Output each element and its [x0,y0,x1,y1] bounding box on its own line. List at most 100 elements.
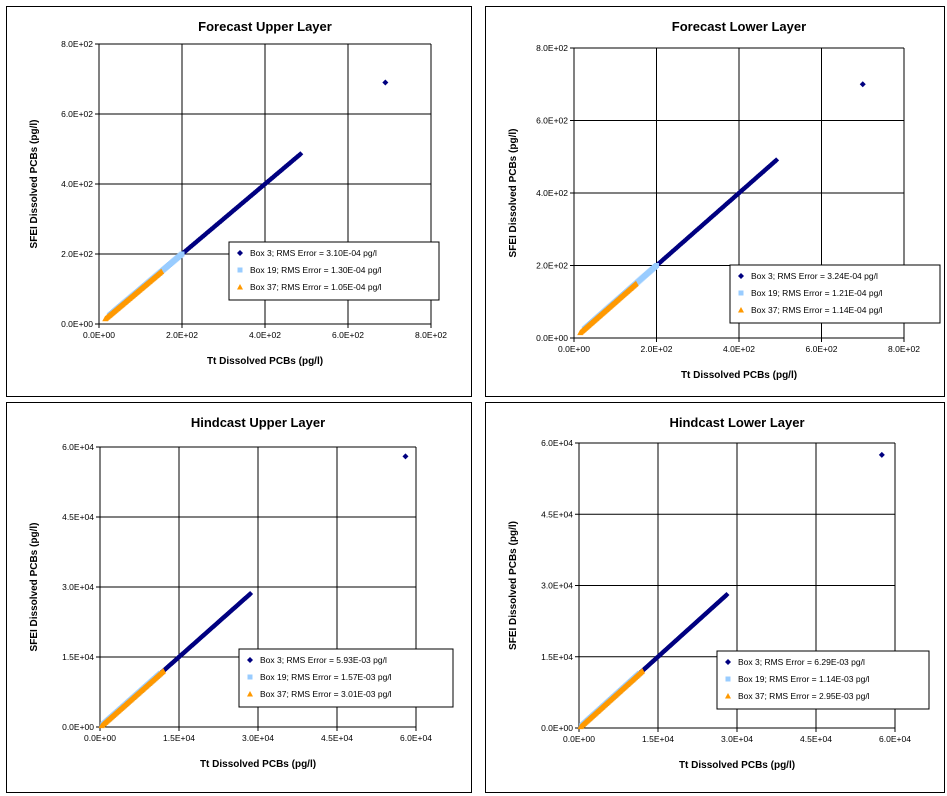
legend-marker [738,273,744,279]
y-tick-label: 3.0E+04 [62,582,94,592]
y-axis-label: SFEI Dissolved PCBs (pg/l) [29,523,40,652]
legend-box [716,650,930,710]
legend: Box 3; RMS Error = 5.93E-03 pg/l Box 19; … [238,648,454,708]
x-tick-label: 4.0E+02 [723,344,755,354]
legend-box [729,264,941,324]
legend: Box 3; RMS Error = 3.10E-04 pg/l Box 19; … [228,241,440,301]
chart-title: Forecast Upper Layer [198,19,332,34]
x-axis-label: Tt Dissolved PCBs (pg/l) [200,759,316,770]
y-tick-label: 6.0E+02 [536,116,568,126]
legend-box [238,648,454,708]
data-point [773,157,780,164]
data-point [632,280,639,287]
legend-marker [725,693,731,699]
chart-hindcast-upper: Hindcast Upper Layer 0.0E+00 0.0E+00 1.5E+0… [6,402,472,793]
chart-svg: Hindcast Lower Layer 0.0E+000.0E+00 1.5E+0… [508,415,930,771]
legend-entry-label: Box 3; RMS Error = 6.29E-03 pg/l [738,657,865,667]
data-point [740,186,747,193]
legend-entry-label: Box 37; RMS Error = 1.14E-04 pg/l [751,305,883,315]
data-point [717,206,724,213]
legend: Box 3; RMS Error = 6.29E-03 pg/l Box 19; … [716,650,930,710]
y-tick-label: 8.0E+02 [61,39,93,49]
chart-hindcast-lower: Hindcast Lower Layer 0.0E+00 0.0E+00 1.5E+0… [485,402,945,793]
series-3 [102,268,165,322]
data-point [663,253,670,260]
data-point-outlier [859,81,866,88]
y-axis-label: SFEI Dissolved PCBs (pg/l) [508,521,519,650]
series-1 [628,451,885,684]
y-tick-label: 0.0E+00 [536,333,568,343]
data-point [158,268,165,274]
x-tick-label: 3.0E+04 [242,733,274,743]
series-3 [98,668,167,729]
x-tick-label: 1.5E+04 [642,734,674,744]
y-tick-label: 4.0E+02 [536,188,568,198]
y-tick-label: 1.5E+04 [541,652,573,662]
x-tick-label: 4.5E+04 [800,734,832,744]
chart-forecast-lower: Forecast Lower Layer 0.0E+00 0.0E+00 2.0E+0… [485,6,945,397]
y-tick-label: 4.5E+04 [62,512,94,522]
x-axis-label: Tt Dissolved PCBs (pg/l) [681,370,797,381]
legend-marker [725,659,731,665]
y-tick-label: 3.0E+04 [541,581,573,591]
legend-entry-label: Box 3; RMS Error = 3.24E-04 pg/l [751,271,878,281]
data-point [703,218,710,225]
legend-marker [237,250,243,256]
x-axis-label: Tt Dissolved PCBs (pg/l) [207,356,323,367]
x-tick-label: 6.0E+02 [332,330,364,340]
x-tick-label: 0.0E+00 [84,733,116,743]
chart-svg: Hindcast Upper Layer 0.0E+000.0E+00 1.5E+0… [29,415,454,770]
legend-marker [237,267,243,273]
x-tick-label: 6.0E+04 [879,734,911,744]
series-1 [651,81,866,271]
data-point [724,200,731,207]
legend-entry-label: Box 19; RMS Error = 1.21E-04 pg/l [751,288,883,298]
y-tick-label: 1.5E+04 [62,652,94,662]
chart-title: Hindcast Lower Layer [669,415,804,430]
legend-entry-label: Box 37; RMS Error = 3.01E-03 pg/l [260,689,392,699]
y-tick-label: 4.0E+02 [61,179,93,189]
data-point [675,242,682,249]
chart-forecast-upper: Forecast Upper Layer 0.0E+00 0.0E+00 2.0E+0… [6,6,472,397]
x-tick-label: 0.0E+00 [563,734,595,744]
chart-title: Forecast Lower Layer [672,19,806,34]
data-point [723,592,730,598]
y-tick-label: 2.0E+02 [61,249,93,259]
data-point [677,241,684,248]
series-3 [577,280,639,336]
data-point-outlier [402,453,409,460]
legend: Box 3; RMS Error = 3.24E-04 pg/l Box 19; … [729,264,941,324]
x-tick-label: 6.0E+04 [400,733,432,743]
data-point [755,172,762,179]
legend-entry-label: Box 19; RMS Error = 1.14E-03 pg/l [738,674,870,684]
series-3 [577,668,646,730]
legend-marker [247,691,253,697]
y-tick-label: 0.0E+00 [61,319,93,329]
chart-title: Hindcast Upper Layer [191,415,325,430]
y-tick-label: 4.5E+04 [541,509,573,519]
legend-marker [247,674,253,680]
legend-entry-label: Box 3; RMS Error = 3.10E-04 pg/l [250,248,377,258]
legend-entry-label: Box 37; RMS Error = 2.95E-03 pg/l [738,691,870,701]
data-point [715,207,722,214]
x-tick-label: 6.0E+02 [806,344,838,354]
y-tick-label: 6.0E+04 [541,438,573,448]
data-point [726,198,733,205]
data-point [674,244,681,251]
data-point [694,226,701,233]
legend-marker [237,284,243,290]
x-tick-label: 0.0E+00 [83,330,115,340]
x-tick-label: 3.0E+04 [721,734,753,744]
legend-entry-label: Box 37; RMS Error = 1.05E-04 pg/l [250,282,382,292]
x-tick-label: 1.5E+04 [163,733,195,743]
data-point [297,151,304,158]
data-point [757,171,764,178]
x-tick-label: 8.0E+02 [888,344,920,354]
y-tick-label: 8.0E+02 [536,43,568,53]
x-tick-label: 4.0E+02 [249,330,281,340]
x-axis-label: Tt Dissolved PCBs (pg/l) [679,760,795,771]
legend-box [228,241,440,301]
data-point [684,235,691,242]
chart-svg: Forecast Lower Layer 0.0E+000.0E+00 2.0E+0… [508,19,941,381]
legend-entry-label: Box 19; RMS Error = 1.57E-03 pg/l [260,672,392,682]
